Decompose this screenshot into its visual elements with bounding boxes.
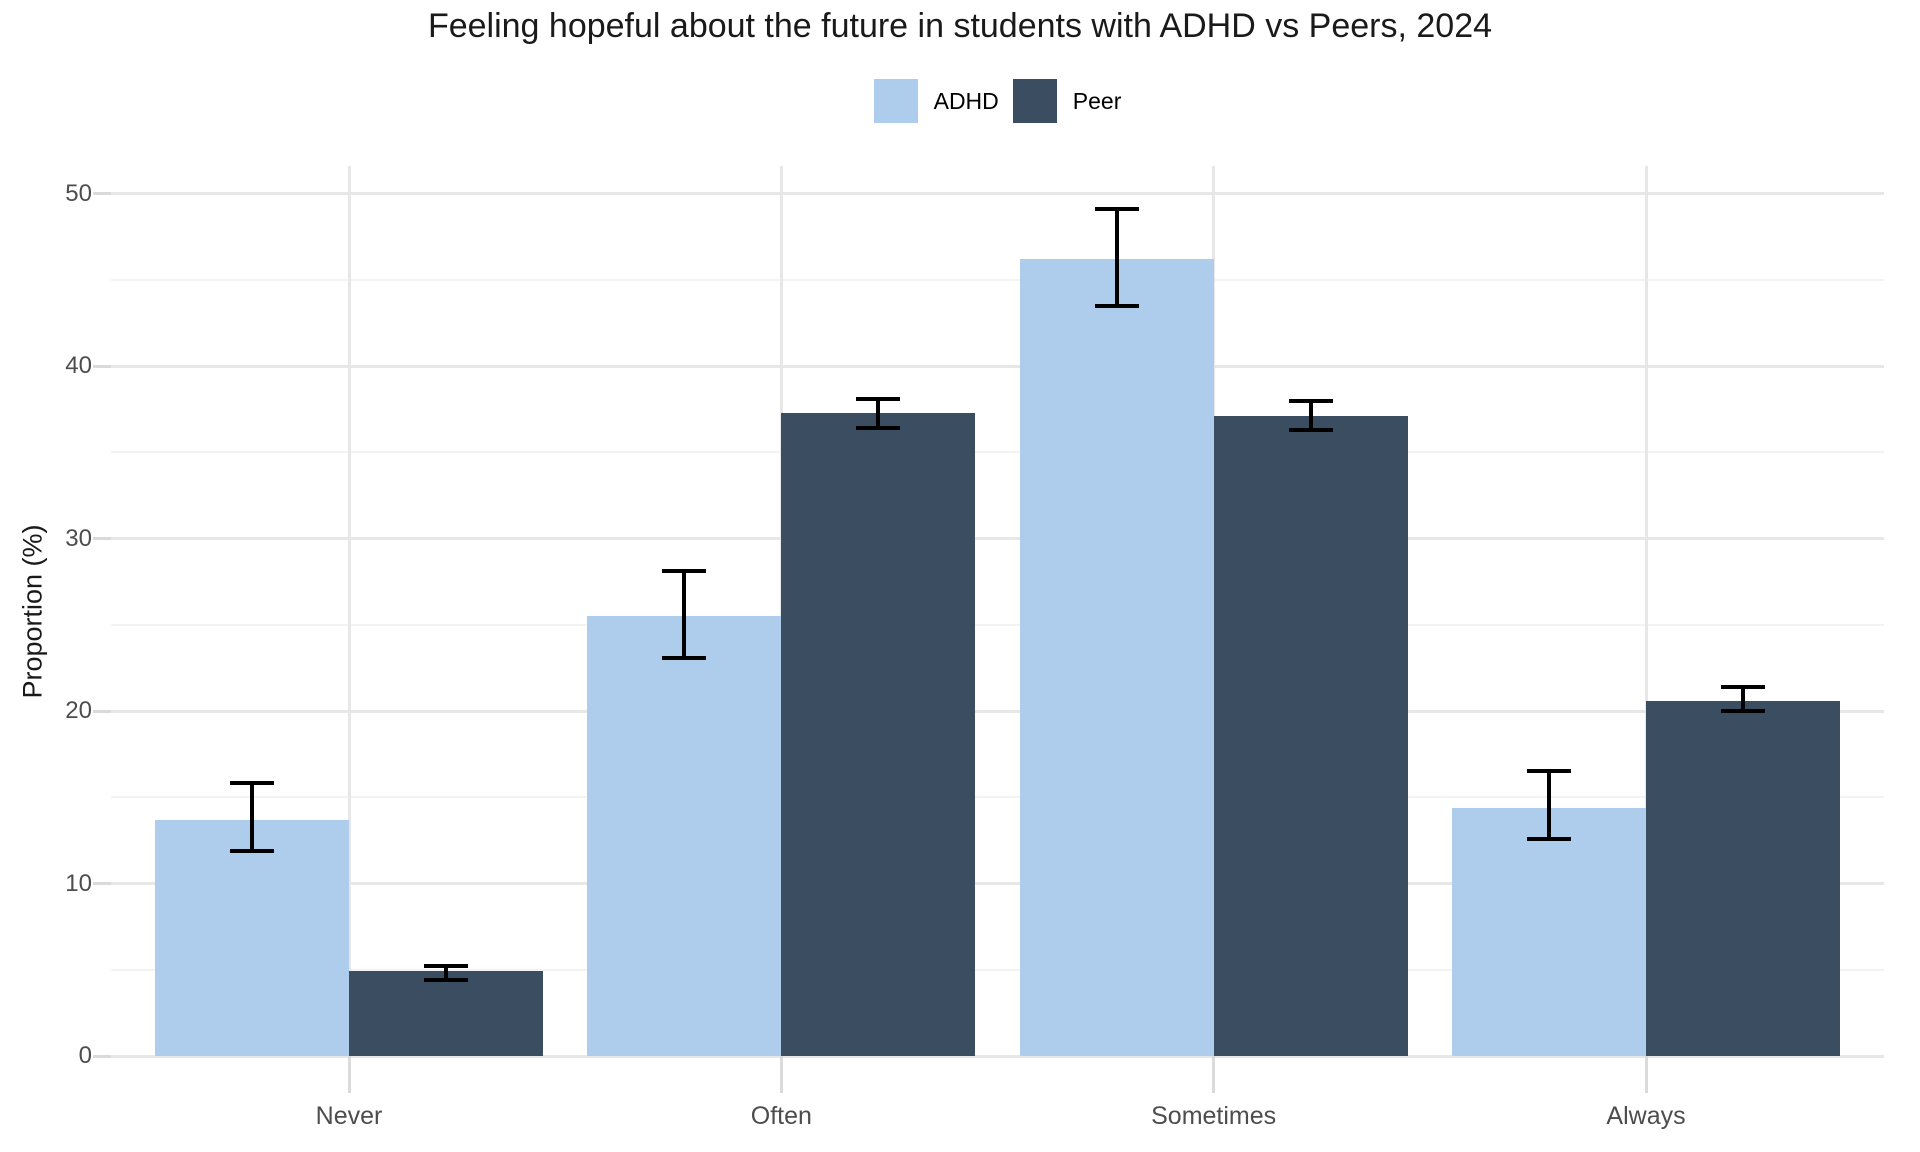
errorbar-adhd-never-cap-bottom [230, 848, 274, 853]
errorbar-peer-always-cap-top [1721, 684, 1765, 689]
gridline-y-major-40 [111, 364, 1884, 368]
bar-peer-often [781, 412, 976, 1056]
errorbar-adhd-often-cap-top [662, 569, 707, 574]
errorbar-adhd-sometimes-line [1114, 209, 1119, 306]
errorbar-adhd-always-cap-bottom [1527, 836, 1571, 841]
x-category-label-sometimes: Sometimes [1151, 1102, 1277, 1130]
gridline-y-minor-5 [111, 968, 1884, 971]
gridline-y-major-0 [111, 1054, 1884, 1058]
gridline-y-minor-25 [111, 623, 1884, 626]
y-tick-label-40: 40 [65, 352, 92, 380]
gridline-y-minor-15 [111, 796, 1884, 799]
legend-label-peer: Peer [1072, 87, 1122, 114]
x-category-label-never: Never [315, 1102, 383, 1130]
gridline-y-major-50 [111, 192, 1884, 196]
errorbar-adhd-sometimes-cap-top [1094, 207, 1139, 212]
errorbar-peer-never-cap-bottom [424, 978, 468, 983]
errorbar-peer-sometimes-cap-top [1288, 398, 1333, 403]
gridline-y-major-30 [111, 537, 1884, 541]
errorbar-peer-often-cap-top [856, 396, 901, 401]
x-tick-mark-always [1644, 1056, 1648, 1093]
bar-adhd-often [587, 616, 782, 1056]
gridline-y-minor-45 [111, 278, 1884, 281]
errorbar-peer-always-cap-bottom [1721, 709, 1765, 714]
x-tick-mark-often [779, 1056, 783, 1093]
errorbar-adhd-never-cap-top [230, 781, 274, 786]
y-tick-mark-0 [93, 1054, 111, 1058]
gridline-y-minor-35 [111, 451, 1884, 454]
gridline-y-major-10 [111, 882, 1884, 886]
errorbar-peer-often-line [876, 398, 881, 429]
errorbar-adhd-often-cap-bottom [662, 655, 707, 660]
gridline-y-major-20 [111, 709, 1884, 713]
x-tick-mark-never [347, 1056, 351, 1093]
bar-adhd-never [155, 819, 349, 1056]
errorbar-adhd-always-cap-top [1527, 769, 1571, 774]
errorbar-peer-sometimes-line [1308, 400, 1313, 430]
y-tick-label-50: 50 [65, 179, 92, 207]
legend-swatch-peer [1012, 79, 1057, 123]
gridline-x-always [1644, 166, 1648, 1056]
y-tick-mark-50 [93, 192, 111, 196]
errorbar-peer-often-cap-bottom [856, 426, 901, 431]
x-category-label-always: Always [1606, 1102, 1686, 1130]
y-tick-mark-30 [93, 537, 111, 541]
y-tick-label-30: 30 [65, 524, 92, 552]
chart-title: Feeling hopeful about the future in stud… [427, 7, 1493, 45]
y-tick-label-10: 10 [65, 869, 92, 897]
bar-peer-never [349, 971, 543, 1056]
errorbar-peer-always-line [1741, 686, 1745, 712]
errorbar-peer-never-line [444, 966, 448, 981]
legend-item-peer: Peer [1012, 79, 1122, 123]
y-tick-label-0: 0 [78, 1042, 92, 1069]
errorbar-adhd-never-line [250, 783, 254, 851]
errorbar-adhd-sometimes-cap-bottom [1094, 303, 1139, 308]
y-tick-label-20: 20 [65, 697, 92, 725]
bar-adhd-sometimes [1019, 259, 1214, 1056]
errorbar-adhd-always-line [1547, 771, 1551, 839]
bar-peer-always [1646, 700, 1840, 1056]
y-axis-title-wrap: Proportion (%) [0, 166, 66, 1056]
errorbar-adhd-often-line [682, 571, 687, 658]
y-tick-mark-40 [93, 364, 111, 368]
plot-panel [111, 166, 1884, 1058]
y-tick-mark-20 [93, 709, 111, 713]
legend-item-adhd: ADHD [873, 79, 999, 123]
x-category-label-often: Often [750, 1102, 812, 1130]
gridline-x-never [347, 166, 351, 1056]
legend-swatch-adhd [873, 79, 918, 123]
x-tick-mark-sometimes [1212, 1056, 1216, 1093]
legend-label-adhd: ADHD [933, 87, 999, 114]
errorbar-peer-sometimes-cap-bottom [1288, 427, 1333, 432]
errorbar-peer-never-cap-top [424, 964, 468, 969]
bar-peer-sometimes [1213, 416, 1408, 1056]
chart-legend: ADHD Peer [111, 79, 1884, 123]
bar-adhd-always [1452, 807, 1646, 1056]
y-tick-mark-10 [93, 882, 111, 886]
